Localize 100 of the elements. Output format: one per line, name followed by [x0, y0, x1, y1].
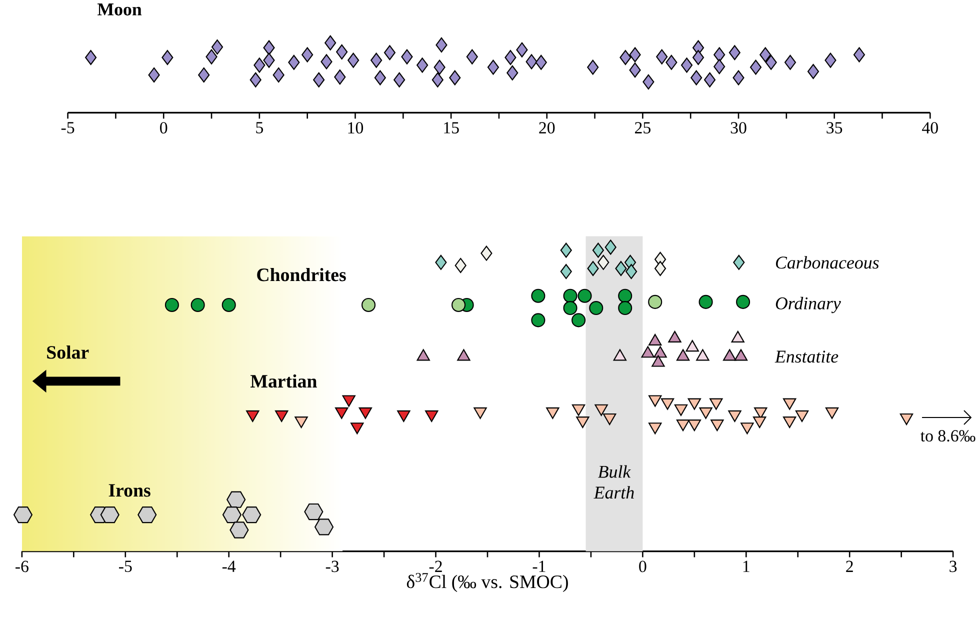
point [254, 58, 266, 73]
point [449, 70, 461, 86]
point [824, 52, 836, 68]
point [250, 72, 262, 88]
point [676, 420, 690, 432]
point [714, 59, 726, 74]
point [526, 54, 538, 70]
point [656, 49, 668, 64]
point [416, 58, 428, 73]
point [666, 54, 678, 70]
point [688, 420, 702, 432]
point [466, 49, 478, 64]
point [370, 52, 382, 68]
point [313, 72, 325, 88]
series-label: Ordinary [776, 296, 841, 314]
point [629, 47, 641, 62]
point [211, 39, 224, 55]
annotation: Irons [108, 484, 150, 497]
point [825, 407, 839, 419]
point [272, 67, 284, 82]
point [853, 47, 866, 62]
x-tick-label: 20 [539, 122, 555, 134]
x-tick-label: -4 [222, 560, 236, 572]
point [474, 407, 487, 419]
legend-label: Carbonaceous [776, 256, 879, 269]
annotation: to 8.6‰ [920, 430, 976, 442]
x-tick-label: 25 [634, 122, 650, 134]
point [620, 50, 632, 66]
point [432, 72, 444, 88]
point [560, 242, 572, 258]
chart-title: Moon [98, 4, 142, 16]
x-tick-label: 2 [846, 560, 853, 572]
point [728, 410, 742, 422]
point [752, 416, 766, 428]
point [487, 60, 499, 75]
point [384, 45, 396, 60]
point [618, 300, 632, 316]
x-tick-label: -5 [118, 560, 132, 572]
point [480, 246, 492, 261]
point [560, 264, 572, 280]
point [348, 52, 360, 68]
point [587, 260, 599, 276]
point [795, 410, 809, 422]
point [190, 298, 205, 312]
point [435, 254, 447, 270]
point [294, 416, 308, 428]
point [516, 42, 528, 58]
point [504, 50, 516, 66]
point [642, 74, 654, 90]
point [361, 298, 376, 312]
point [589, 300, 604, 316]
point [782, 398, 796, 410]
point [750, 60, 762, 75]
point [434, 60, 446, 75]
point [85, 50, 97, 66]
point [246, 410, 260, 422]
point [334, 69, 346, 85]
point [732, 70, 744, 86]
annotation: Martian [250, 374, 317, 388]
point [698, 294, 713, 309]
x-tick-label: 0 [639, 560, 646, 572]
x-tick-label: -3 [326, 560, 339, 572]
x-tick-label: 0 [160, 122, 168, 134]
point [374, 70, 386, 86]
point [222, 298, 236, 312]
x-tick-label: 5 [256, 122, 263, 134]
point [576, 416, 590, 428]
point [335, 407, 348, 419]
point [546, 407, 560, 419]
point [626, 264, 638, 280]
point [358, 407, 372, 419]
point [598, 254, 610, 270]
point [162, 50, 174, 66]
point [728, 45, 740, 60]
point [342, 395, 356, 407]
point [401, 49, 413, 64]
point [765, 54, 777, 70]
x-tick-label: 40 [922, 122, 938, 134]
point [288, 54, 300, 70]
x-tick-label: -2 [429, 560, 442, 572]
x-tick-label: -6 [16, 560, 28, 572]
point [648, 395, 662, 407]
point [206, 49, 218, 64]
point [615, 260, 627, 276]
point [454, 258, 466, 273]
point [563, 300, 578, 316]
point [148, 67, 160, 82]
point [629, 62, 641, 78]
point [740, 422, 754, 434]
point [594, 404, 608, 416]
point [736, 294, 750, 309]
band-label: Bulk Earth [594, 465, 634, 499]
point [336, 44, 348, 60]
point [807, 64, 820, 79]
point [302, 47, 314, 62]
x-tick-label: -5 [61, 122, 74, 134]
x-tick-label: -1 [532, 560, 546, 572]
point [164, 298, 179, 312]
point [699, 407, 712, 419]
x-tick-label: 30 [730, 122, 746, 134]
